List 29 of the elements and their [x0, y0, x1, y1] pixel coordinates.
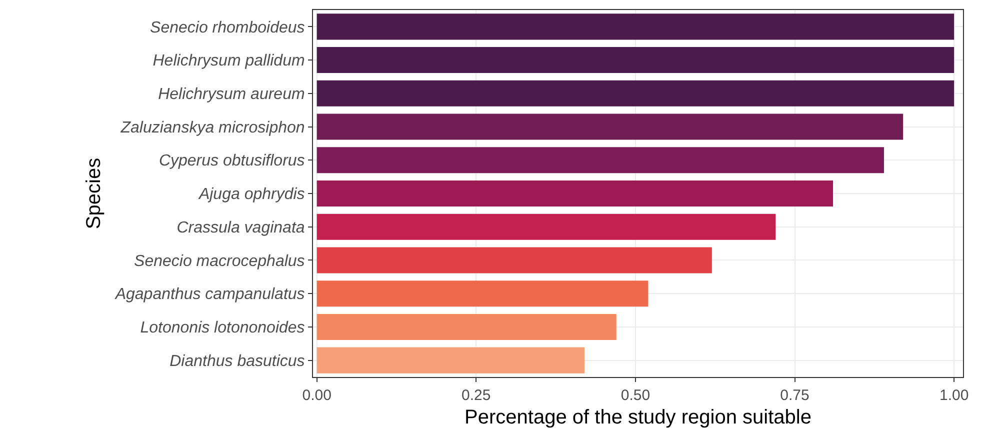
y-tick-label: Cyperus obtusiflorus — [158, 152, 305, 170]
bar — [316, 14, 954, 40]
x-axis-title: Percentage of the study region suitable — [464, 406, 812, 428]
bar — [316, 247, 712, 274]
y-tick-label: Zaluzianskya microsiphon — [120, 119, 305, 136]
y-tick-label: Helichrysum aureum — [158, 86, 305, 104]
y-tick-label: Crassula vaginata — [176, 219, 305, 236]
bar — [316, 180, 833, 207]
y-tick-label: Senecio macrocephalus — [134, 252, 305, 270]
y-tick-label: Senecio rhomboideus — [150, 19, 305, 36]
bar — [316, 147, 884, 174]
y-tick-label: Agapanthus campanulatus — [114, 286, 305, 304]
x-tick-label: 0.00 — [302, 387, 332, 404]
y-tick-label: Helichrysum pallidum — [152, 52, 305, 70]
y-tick-label: Lotononis lotononoides — [140, 320, 305, 337]
bar — [316, 114, 904, 140]
bar — [316, 47, 954, 74]
x-tick-label: 0.75 — [780, 387, 810, 404]
bar — [316, 280, 648, 307]
bar — [316, 347, 584, 374]
x-tick-label: 0.25 — [462, 387, 491, 404]
y-axis-title: Species — [82, 158, 105, 230]
bar — [316, 314, 616, 340]
x-tick-label: 0.50 — [620, 387, 650, 404]
bar — [316, 214, 776, 240]
y-tick-label: Dianthus basuticus — [170, 352, 305, 370]
x-tick-label: 1.00 — [939, 387, 969, 404]
bar — [316, 80, 954, 106]
y-tick-label: Ajuga ophrydis — [198, 186, 305, 204]
